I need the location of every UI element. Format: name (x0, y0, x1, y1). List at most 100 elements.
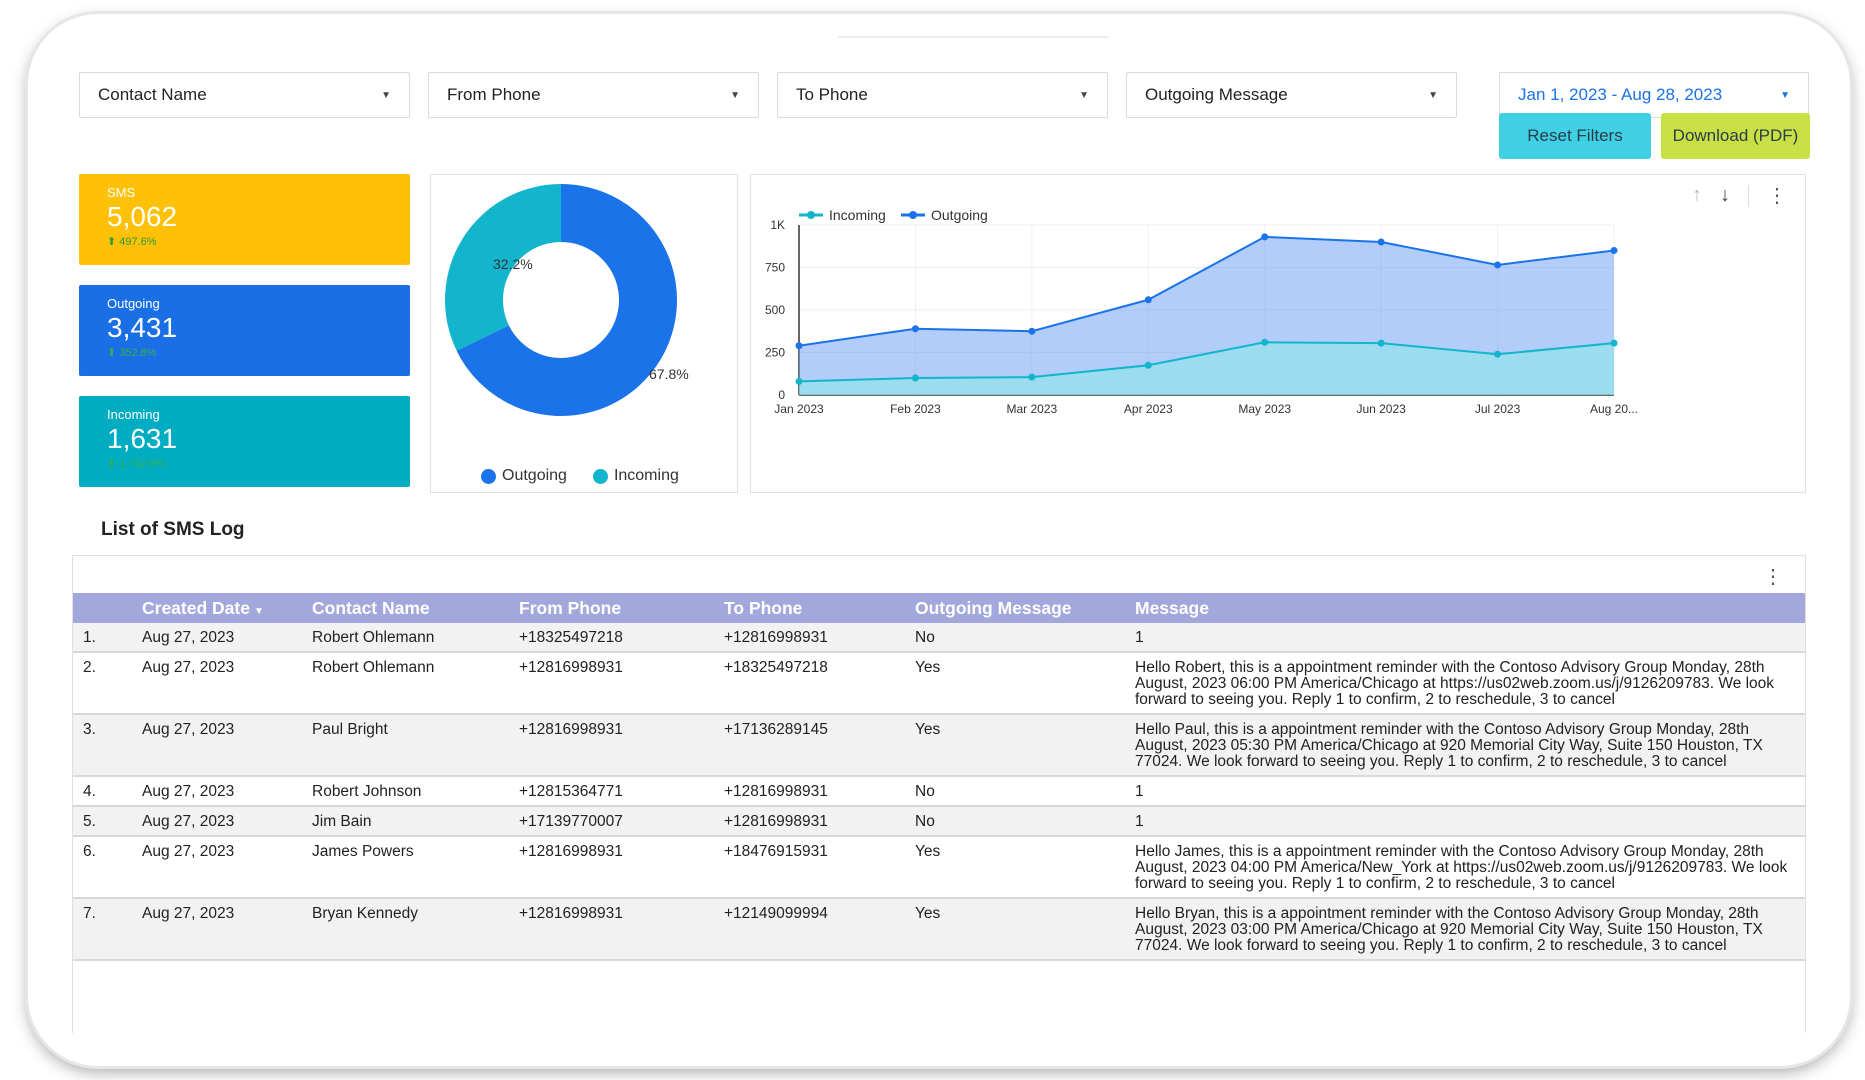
data-point-outgoing[interactable] (795, 342, 803, 350)
header-outgoing-message[interactable]: Outgoing Message (915, 597, 1072, 618)
outgoing-kpi-card: Outgoing 3,431 ⬆ 352.8% (79, 285, 410, 376)
cell-from-phone: +12816998931 (519, 843, 623, 860)
table-row[interactable]: 7. Aug 27, 2023 Bryan Kennedy +12816998931 +… (73, 898, 1805, 960)
cell-outgoing-message: No (915, 813, 935, 830)
cell-from-phone: +12815364771 (519, 783, 623, 800)
contact-name-filter[interactable]: Contact Name ▼ (79, 72, 410, 118)
table-row[interactable]: 3. Aug 27, 2023 Paul Bright +12816998931 +17… (73, 714, 1805, 776)
cell-created-date: Aug 27, 2023 (142, 721, 235, 738)
data-point-outgoing[interactable] (911, 325, 919, 333)
data-point-outgoing[interactable] (1610, 247, 1618, 254)
incoming-kpi-card: Incoming 1,631 ⬆ 1,732.6% (79, 396, 410, 487)
date-range-filter[interactable]: Jan 1, 2023 - Aug 28, 2023 ▼ (1499, 72, 1809, 118)
data-point-outgoing[interactable] (1261, 233, 1269, 241)
cell-created-date: Aug 27, 2023 (142, 813, 235, 830)
chevron-down-icon: ▼ (1079, 89, 1089, 101)
row-index: 2. (83, 659, 96, 676)
cell-from-phone: +12816998931 (519, 659, 623, 676)
area-incoming (799, 342, 1614, 395)
data-point-outgoing[interactable] (1494, 261, 1502, 269)
data-point-incoming[interactable] (1377, 339, 1385, 347)
x-tick-label: Apr 2023 (1124, 402, 1173, 416)
arrow-down-icon[interactable]: ↓ (1720, 184, 1730, 206)
outgoing-message-filter-label: Outgoing Message (1145, 85, 1288, 104)
sort-desc-icon: ▼ (253, 605, 264, 617)
data-point-outgoing[interactable] (1144, 296, 1152, 304)
data-point-incoming[interactable] (795, 377, 803, 385)
more-vert-icon[interactable]: ⋮ (1767, 185, 1787, 207)
header-message[interactable]: Message (1135, 597, 1209, 618)
cell-contact-name: Paul Bright (312, 721, 388, 738)
cell-to-phone: +12816998931 (724, 813, 828, 830)
x-tick-label: Aug 20... (1590, 402, 1638, 416)
data-point-incoming[interactable] (1494, 350, 1502, 358)
outgoing-kpi-change: ⬆ 352.8% (107, 347, 157, 359)
cell-outgoing-message: Yes (915, 721, 941, 738)
x-tick-label: Jul 2023 (1475, 402, 1521, 416)
sms-kpi-label: SMS (107, 185, 136, 200)
arrow-up-icon[interactable]: ↑ (1692, 184, 1702, 206)
header-from-phone[interactable]: From Phone (519, 597, 622, 618)
cell-from-phone: +18325497218 (519, 629, 623, 646)
series-line-incoming (798, 341, 1615, 383)
data-point-incoming[interactable] (1028, 373, 1036, 381)
table-row[interactable]: 2. Aug 27, 2023 Robert Ohlemann +1281699893… (73, 652, 1805, 714)
header-created-date[interactable]: Created Date ▼ (142, 593, 312, 623)
from-phone-filter[interactable]: From Phone ▼ (428, 72, 759, 118)
legend-incoming-label[interactable]: Incoming (829, 207, 886, 223)
x-tick-label: Jun 2023 (1356, 402, 1406, 416)
donut-segment-outgoing[interactable] (456, 184, 677, 416)
sms-kpi-value: 5,062 (107, 201, 178, 232)
data-point-incoming[interactable] (911, 374, 919, 382)
table-row[interactable]: 6. Aug 27, 2023 James Powers +12816998931 +1… (73, 836, 1805, 898)
cell-to-phone: +18325497218 (724, 659, 828, 676)
legend-outgoing-dot (909, 211, 917, 219)
sms-log-table: Created Date ▼ Contact Name From Phone To… (73, 593, 1805, 961)
donut-segment-incoming[interactable] (445, 184, 561, 351)
table-row[interactable]: 1. Aug 27, 2023 Robert Ohlemann +1832549721… (73, 623, 1805, 652)
outgoing-kpi-value: 3,431 (107, 312, 178, 343)
header-contact-name[interactable]: Contact Name (312, 597, 430, 618)
y-tick-label: 1K (770, 218, 785, 232)
header-to-phone[interactable]: To Phone (724, 597, 803, 618)
data-point-outgoing[interactable] (1377, 238, 1385, 246)
toolbar-divider (1748, 184, 1749, 207)
legend-outgoing-label[interactable]: Outgoing (931, 207, 988, 223)
table-row[interactable]: 5. Aug 27, 2023 Jim Bain +17139770007 +12816… (73, 806, 1805, 836)
incoming-dot-icon (592, 468, 608, 484)
cell-outgoing-message: Yes (915, 659, 941, 676)
row-index: 4. (83, 783, 96, 800)
data-point-incoming[interactable] (1144, 361, 1152, 369)
sms-kpi-card: SMS 5,062 ⬆ 497.6% (79, 174, 410, 265)
header-index (73, 593, 142, 623)
y-tick-label: 500 (765, 303, 785, 317)
donut-chart-panel: 32.2% 67.8% Outgoing Incoming (430, 174, 738, 493)
data-point-incoming[interactable] (1261, 338, 1269, 346)
cell-from-phone: +12816998931 (519, 721, 623, 738)
sms-kpi-change: ⬆ 497.6% (107, 236, 157, 248)
table-row[interactable]: 4. Aug 27, 2023 Robert Johnson +12815364771… (73, 776, 1805, 806)
outgoing-message-filter[interactable]: Outgoing Message ▼ (1126, 72, 1457, 118)
cell-created-date: Aug 27, 2023 (142, 783, 235, 800)
cell-message: 1 (1135, 783, 1144, 800)
legend-item-outgoing[interactable]: Outgoing (481, 467, 567, 485)
data-point-incoming[interactable] (1610, 339, 1618, 347)
y-tick-label: 0 (778, 388, 785, 402)
legend-item-incoming[interactable]: Incoming (592, 467, 679, 485)
x-tick-label: Feb 2023 (890, 402, 941, 416)
data-point-outgoing[interactable] (1028, 327, 1036, 335)
incoming-kpi-value: 1,631 (107, 423, 178, 454)
donut-chart: 32.2% 67.8% (445, 184, 689, 416)
cell-contact-name: Robert Ohlemann (312, 629, 435, 646)
more-vert-icon[interactable]: ⋮ (1763, 566, 1783, 588)
cell-created-date: Aug 27, 2023 (142, 905, 235, 922)
cell-outgoing-message: Yes (915, 843, 941, 860)
row-index: 6. (83, 843, 96, 860)
reset-filters-button[interactable]: Reset Filters (1499, 113, 1651, 159)
download-pdf-button[interactable]: Download (PDF) (1661, 113, 1810, 159)
y-tick-label: 250 (765, 346, 785, 360)
dashboard-frame: Contact Name ▼ From Phone ▼ To Phone ▼ O… (28, 14, 1850, 1066)
chevron-down-icon: ▼ (381, 89, 391, 101)
to-phone-filter[interactable]: To Phone ▼ (777, 72, 1108, 118)
sms-log-table-card: ⋮ Created Date ▼ Contact Name From Phone … (72, 555, 1806, 1033)
